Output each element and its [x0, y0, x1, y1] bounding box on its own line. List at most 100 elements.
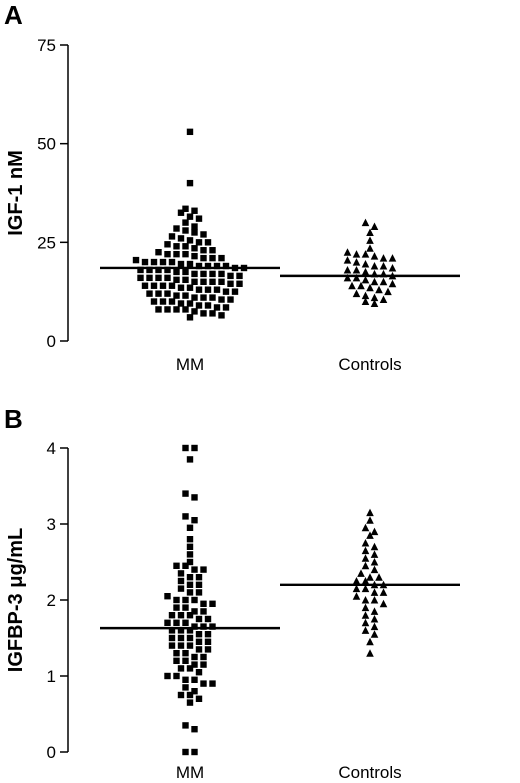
data-point-square — [227, 296, 234, 303]
data-point-square — [218, 270, 225, 278]
data-point-triangle — [370, 588, 379, 596]
y-axis-title: IGFBP-3 μg/mL — [5, 528, 27, 672]
data-point-square — [191, 252, 198, 260]
data-point-square — [204, 239, 212, 246]
data-point-square — [177, 260, 185, 268]
y-tick-label: 75 — [37, 36, 56, 55]
data-point-square — [186, 574, 194, 581]
data-point-square — [227, 272, 234, 280]
data-point-square — [159, 282, 167, 289]
data-point-square — [186, 699, 194, 706]
data-point-triangle — [343, 265, 352, 274]
data-point-triangle — [370, 262, 379, 270]
data-point-square — [182, 748, 189, 756]
data-point-triangle — [352, 584, 361, 593]
data-point-square — [222, 304, 230, 311]
y-tick-label: 3 — [47, 515, 56, 534]
data-point-square — [204, 638, 212, 645]
data-point-triangle — [352, 265, 361, 274]
data-point-square — [191, 726, 198, 733]
data-point-square — [155, 274, 162, 282]
data-point-square — [195, 631, 203, 638]
data-point-square — [236, 272, 243, 280]
data-point-square — [200, 566, 207, 573]
data-point-triangle — [361, 554, 370, 562]
data-point-square — [186, 634, 194, 642]
data-point-triangle — [366, 244, 374, 252]
data-point-square — [222, 288, 230, 295]
data-point-square — [186, 300, 194, 307]
data-point-square — [164, 274, 171, 282]
data-point-triangle — [375, 573, 383, 581]
data-point-square — [164, 250, 171, 258]
data-point-square — [155, 266, 162, 274]
data-point-square — [182, 444, 189, 452]
data-point-square — [200, 278, 207, 285]
data-point-triangle — [388, 263, 397, 272]
data-point-triangle — [370, 615, 379, 623]
data-point-square — [195, 286, 203, 293]
y-tick-label: 25 — [37, 233, 56, 252]
data-point-square — [200, 600, 207, 607]
data-point-square — [191, 444, 198, 452]
data-point-square — [159, 258, 167, 266]
data-point-square — [177, 577, 185, 585]
data-point-square — [164, 266, 171, 274]
data-point-triangle — [352, 577, 361, 585]
data-point-square — [191, 676, 198, 683]
data-point-square — [182, 205, 189, 212]
data-point-square — [191, 608, 198, 615]
data-point-square — [218, 296, 225, 303]
y-tick-label: 50 — [37, 135, 56, 154]
data-point-square — [200, 254, 207, 262]
data-point-square — [164, 241, 171, 248]
data-point-square — [195, 239, 203, 246]
data-point-square — [186, 627, 194, 634]
data-point-triangle — [366, 236, 374, 244]
data-point-square — [191, 596, 198, 604]
data-point-triangle — [361, 260, 370, 268]
data-point-square — [155, 249, 162, 256]
data-point-square — [200, 608, 207, 615]
data-point-square — [137, 266, 144, 274]
data-point-triangle — [370, 550, 379, 558]
data-point-square — [146, 290, 153, 297]
data-point-square — [173, 672, 180, 680]
data-point-square — [191, 494, 198, 501]
data-point-square — [191, 294, 198, 301]
data-point-square — [195, 615, 203, 623]
data-point-triangle — [361, 275, 370, 284]
data-point-square — [182, 227, 189, 234]
data-point-square — [191, 229, 198, 236]
data-point-square — [195, 574, 203, 581]
data-point-square — [191, 623, 198, 630]
data-point-triangle — [370, 558, 379, 566]
data-point-square — [204, 631, 212, 638]
data-point-square — [173, 562, 180, 569]
data-point-triangle — [361, 250, 370, 258]
data-point-square — [177, 642, 185, 649]
data-point-square — [195, 646, 203, 653]
data-point-triangle — [379, 262, 388, 270]
data-point-triangle — [366, 573, 374, 581]
chart-panel-a: 0 25 50 75 IGF-1 nM MM Controls — [5, 36, 460, 374]
data-point-square — [191, 566, 198, 573]
data-point-square — [137, 274, 144, 282]
y-tick-label: 0 — [47, 332, 56, 351]
data-point-square — [236, 280, 243, 287]
data-point-square — [182, 306, 189, 313]
data-point-square — [159, 298, 167, 305]
data-point-triangle — [361, 523, 370, 532]
data-point-square — [191, 207, 198, 214]
data-point-triangle — [348, 281, 356, 290]
data-point-square — [204, 262, 212, 270]
data-point-square — [186, 691, 194, 699]
data-point-triangle — [361, 267, 370, 276]
data-point-square — [182, 676, 189, 683]
data-point-triangle — [366, 228, 374, 236]
data-point-square — [209, 278, 216, 285]
data-point-square — [209, 294, 216, 301]
data-point-triangle — [366, 283, 374, 292]
data-point-square — [186, 260, 194, 268]
data-point-square — [186, 284, 194, 291]
